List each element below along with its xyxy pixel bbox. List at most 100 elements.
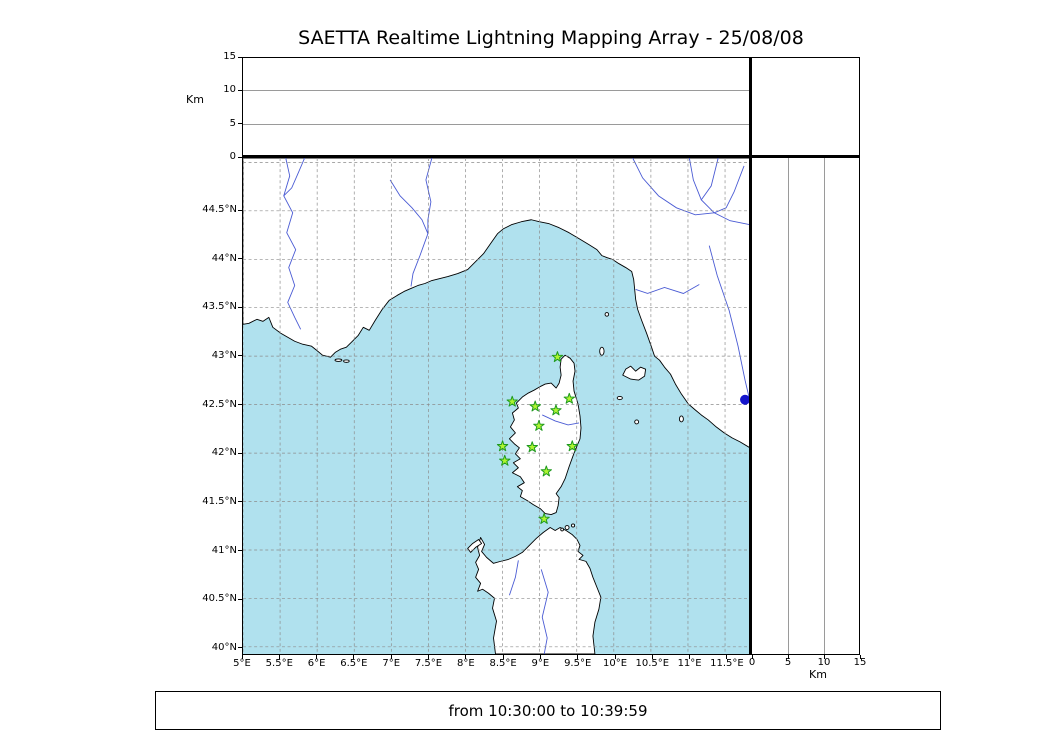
event-dot <box>740 394 750 405</box>
sardinia <box>475 527 602 654</box>
lon-tick-mark <box>316 655 318 659</box>
lon-tick-mark <box>353 655 355 659</box>
alt-tick-mark-top <box>238 156 242 158</box>
lon-tick-label: 7.5°E <box>414 658 443 669</box>
river <box>714 165 745 214</box>
lat-tick-mark <box>238 355 242 357</box>
lat-tick-mark <box>238 306 242 308</box>
lon-tick-mark <box>726 655 728 659</box>
lon-tick-mark <box>502 655 504 659</box>
alt-tick-mark-top <box>238 123 242 125</box>
station-star <box>538 512 550 524</box>
altitude-latitude-panel <box>751 157 860 655</box>
river <box>508 560 519 596</box>
lon-tick-label: 11°E <box>677 658 702 669</box>
lon-tick-mark <box>689 655 691 659</box>
lon-tick-label: 11.5°E <box>710 658 744 669</box>
lat-tick-mark <box>238 501 242 503</box>
river <box>542 414 580 426</box>
port-cros-island <box>343 359 350 363</box>
river <box>632 158 715 216</box>
pianosa-island <box>616 395 623 401</box>
alt-tick-mark-top <box>238 89 242 91</box>
lat-tick-mark <box>238 550 242 552</box>
mainland-coast <box>243 158 750 449</box>
alt-gridline-5km <box>788 158 789 654</box>
station-star <box>563 392 576 404</box>
porquerolles-island <box>334 358 343 362</box>
lat-tick-label: 44.5°N <box>202 204 237 215</box>
alt-tick-label-top: 0 <box>229 151 236 162</box>
alt-tick-label-right: 15 <box>853 657 867 668</box>
lat-tick-label: 42.5°N <box>202 398 237 410</box>
station-star <box>550 404 562 416</box>
station-star <box>529 400 541 412</box>
gorgona-island <box>604 312 610 317</box>
lon-tick-mark <box>651 655 653 659</box>
caption-text: from 10:30:00 to 10:39:59 <box>448 701 648 720</box>
lon-tick-label: 9.5°E <box>564 658 592 669</box>
lon-tick-mark <box>465 655 467 659</box>
alt-tick-mark-top <box>238 56 242 58</box>
lat-tick-label: 40.5°N <box>202 593 237 605</box>
lon-tick-label: 10°E <box>602 658 628 669</box>
maddalena-island <box>560 527 564 532</box>
station-star <box>496 440 509 452</box>
alt-tick-label-right: 10 <box>817 657 831 668</box>
station-star <box>506 395 518 407</box>
lon-tick-mark <box>539 655 541 659</box>
maddalena-island <box>564 525 570 530</box>
asinara-island <box>467 539 483 553</box>
station-star <box>499 454 511 466</box>
corsica <box>508 354 582 516</box>
alt-axis-label-top: Km <box>186 93 204 106</box>
montecristo-island <box>634 419 640 425</box>
river <box>283 158 306 197</box>
station-star <box>533 419 545 431</box>
station-star <box>526 441 538 453</box>
lon-tick-label: 9°E <box>531 658 550 669</box>
map <box>243 158 750 654</box>
alt-tick-mark-right <box>751 655 753 659</box>
thick-vertical-baseline <box>749 57 752 655</box>
river <box>635 284 700 294</box>
lat-tick-label: 44°N <box>211 252 237 264</box>
lon-tick-label: 5°E <box>233 658 251 669</box>
lat-tick-mark <box>238 598 242 600</box>
alt-gridline-10km <box>243 90 750 91</box>
lat-tick-label: 41°N <box>211 544 237 556</box>
alt-tick-mark-right <box>787 655 789 659</box>
lon-tick-label: 6°E <box>307 658 326 669</box>
map-panel <box>242 157 751 655</box>
altitude-longitude-panel <box>242 57 751 157</box>
lat-tick-label: 41.5°N <box>202 495 237 507</box>
lon-tick-mark <box>614 655 616 659</box>
lat-tick-label: 43°N <box>211 349 237 361</box>
event-dot-group <box>740 394 750 405</box>
lat-tick-mark <box>238 647 242 649</box>
alt-gridline-10km <box>824 158 825 654</box>
river <box>700 158 719 201</box>
alt-tick-mark-right <box>859 655 861 659</box>
alt-tick-label-top: 10 <box>223 84 236 96</box>
caption-box: from 10:30:00 to 10:39:59 <box>155 691 941 730</box>
alt-gridline-5km <box>243 124 750 125</box>
lon-tick-mark <box>390 655 392 659</box>
lat-tick-label: 42°N <box>211 447 237 459</box>
lat-tick-label: 43.5°N <box>202 301 237 313</box>
lat-tick-label: 40°N <box>211 641 237 653</box>
lon-tick-mark <box>577 655 579 659</box>
station-star <box>551 351 564 363</box>
alt-axis-label-right: Km <box>809 668 827 681</box>
alt-tick-mark-right <box>823 655 825 659</box>
land-group <box>243 158 750 654</box>
river <box>410 158 433 287</box>
river <box>389 179 429 234</box>
lat-tick-mark <box>238 209 242 211</box>
lon-tick-label: 6.5°E <box>340 658 368 669</box>
capraia-island <box>599 346 605 356</box>
lat-tick-mark <box>238 258 242 260</box>
station-markers <box>496 351 579 524</box>
lon-tick-label: 5.5°E <box>265 658 293 669</box>
